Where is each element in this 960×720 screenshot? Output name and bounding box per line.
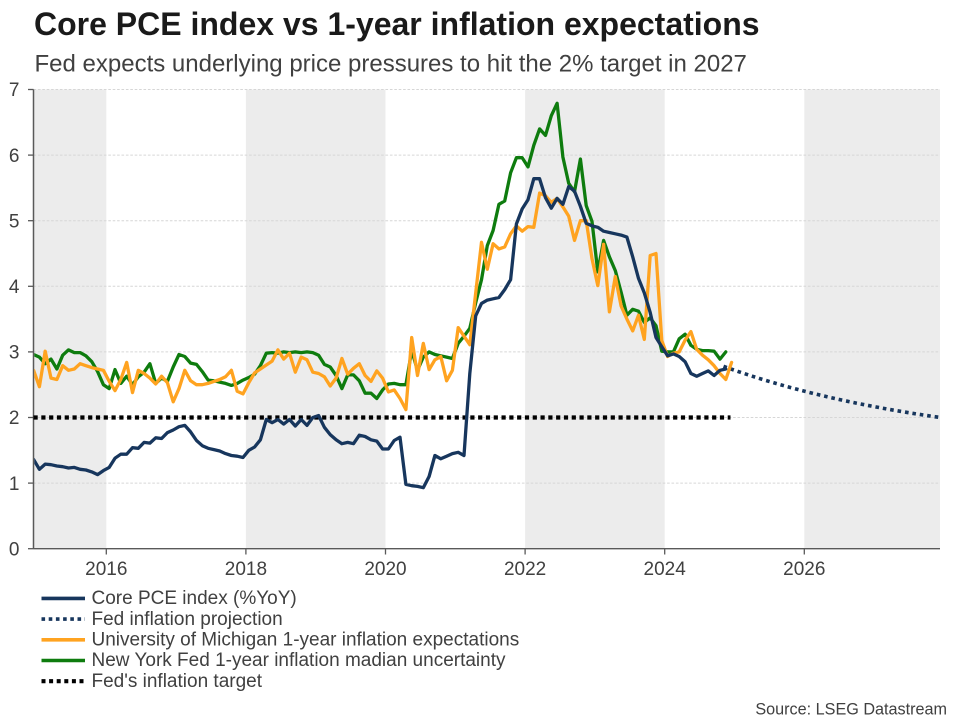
svg-text:Core PCE index vs 1-year infla: Core PCE index vs 1-year inflation expec… <box>34 6 760 42</box>
svg-text:2016: 2016 <box>85 559 127 580</box>
svg-text:Core PCE index (%YoY): Core PCE index (%YoY) <box>92 588 297 609</box>
svg-text:2: 2 <box>9 408 20 429</box>
svg-text:4: 4 <box>9 277 20 298</box>
svg-text:University of Michigan 1-year: University of Michigan 1-year inflation … <box>92 630 520 651</box>
svg-text:2018: 2018 <box>225 559 267 580</box>
svg-text:2022: 2022 <box>504 559 546 580</box>
svg-text:5: 5 <box>9 211 20 232</box>
svg-text:1: 1 <box>9 474 20 495</box>
svg-text:0: 0 <box>9 539 20 560</box>
svg-text:Fed inflation projection: Fed inflation projection <box>92 609 283 630</box>
svg-text:3: 3 <box>9 343 20 364</box>
svg-text:2024: 2024 <box>644 559 687 580</box>
svg-text:7: 7 <box>9 80 20 101</box>
svg-text:Fed expects underlying price p: Fed expects underlying price pressures t… <box>35 51 747 78</box>
svg-text:New York Fed 1-year inflation: New York Fed 1-year inflation madian unc… <box>92 650 507 671</box>
svg-text:Fed's inflation target: Fed's inflation target <box>92 671 263 692</box>
svg-text:6: 6 <box>9 146 20 167</box>
svg-text:2020: 2020 <box>364 559 406 580</box>
svg-text:Source: LSEG Datastream: Source: LSEG Datastream <box>755 701 947 719</box>
svg-text:2026: 2026 <box>783 559 825 580</box>
